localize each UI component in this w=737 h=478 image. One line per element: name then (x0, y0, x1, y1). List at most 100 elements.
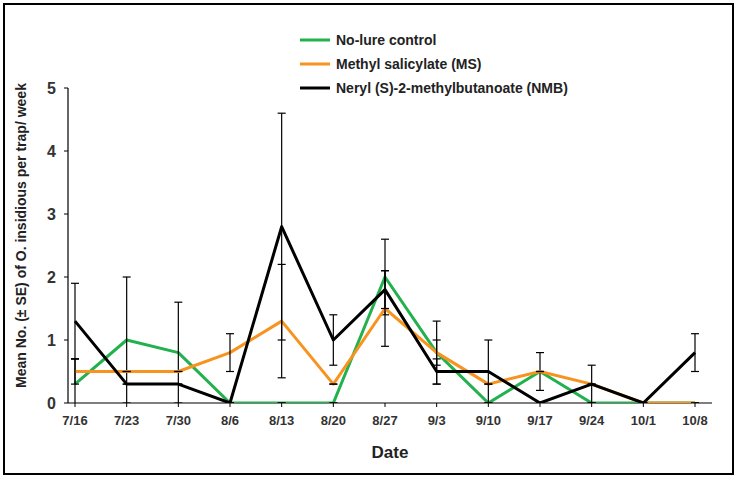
legend-swatch (300, 39, 330, 42)
error-bar-cap (123, 384, 131, 385)
legend-label: Methyl salicylate (MS) (336, 56, 482, 72)
y-axis-label: Mean No. (± SE) of O. insidious per trap… (13, 83, 29, 388)
y-tick (64, 403, 68, 404)
error-bar (484, 340, 492, 403)
error-bar-cap (691, 402, 699, 403)
error-bar-cap (536, 390, 544, 391)
error-bar-cap (536, 371, 544, 372)
error-bar-cap (226, 333, 234, 334)
error-bar-cap (381, 270, 389, 271)
x-tick-label: 7/23 (114, 413, 139, 428)
plot-area (71, 113, 699, 403)
error-bar-cap (639, 402, 647, 403)
error-bar-stem (74, 359, 75, 403)
error-bar-cap (123, 371, 131, 372)
x-tick-label: 7/16 (62, 413, 87, 428)
x-tick (643, 403, 644, 407)
error-bar-cap (123, 371, 131, 372)
error-bar-cap (536, 402, 544, 403)
error-bar-stem (74, 283, 75, 359)
error-bar-cap (381, 270, 389, 271)
error-bar-cap (588, 365, 596, 366)
error-bar-cap (433, 384, 441, 385)
error-bar (639, 403, 647, 404)
error-bar (71, 283, 79, 359)
error-bar-cap (536, 352, 544, 353)
error-bar-stem (178, 302, 179, 403)
error-bar-stem (436, 321, 437, 384)
error-bar (174, 371, 182, 372)
error-bar (123, 277, 131, 403)
error-bar-stem (333, 315, 334, 365)
error-bar-cap (639, 402, 647, 403)
chart-container: 0123457/167/237/308/68/138/208/279/39/10… (0, 0, 737, 478)
error-bar-cap (639, 402, 647, 403)
error-bar (691, 403, 699, 404)
x-axis-label: Date (372, 443, 409, 462)
error-bar-cap (71, 358, 79, 359)
error-bar-cap (484, 402, 492, 403)
error-bar (381, 271, 389, 347)
error-bar-cap (174, 302, 182, 303)
x-tick (540, 403, 541, 407)
error-bar-cap (329, 402, 337, 403)
error-bar-cap (484, 402, 492, 403)
error-bar-stem (384, 239, 385, 315)
error-bar-cap (278, 402, 286, 403)
x-tick-label: 10/1 (631, 413, 656, 428)
error-bar (329, 384, 337, 385)
error-bar-cap (278, 377, 286, 378)
error-bar (329, 315, 337, 365)
x-tick-label: 9/10 (476, 413, 501, 428)
error-bar-cap (123, 276, 131, 277)
error-bar-cap (639, 402, 647, 403)
y-axis-line (67, 88, 68, 403)
error-bar (278, 403, 286, 404)
error-bar (639, 403, 647, 404)
error-bar-cap (484, 339, 492, 340)
error-bar (691, 334, 699, 372)
error-bar-cap (433, 358, 441, 359)
error-bar-cap (329, 365, 337, 366)
error-bar (329, 403, 337, 404)
error-bar (174, 384, 182, 385)
error-bar-cap (71, 384, 79, 385)
x-tick (230, 403, 231, 407)
error-bar-cap (691, 333, 699, 334)
outer-frame (4, 4, 733, 474)
error-bar (123, 384, 131, 385)
error-bar-cap (278, 402, 286, 403)
error-bar-cap (381, 346, 389, 347)
x-tick-label: 7/30 (166, 413, 191, 428)
y-tick (64, 340, 68, 341)
error-bar-cap (71, 358, 79, 359)
y-tick-label: 1 (47, 332, 56, 349)
error-bar (536, 371, 544, 372)
error-bar-cap (71, 358, 79, 359)
error-bar-cap (174, 371, 182, 372)
error-bar (71, 359, 79, 403)
error-bar-cap (381, 239, 389, 240)
y-tick (64, 277, 68, 278)
series-line (75, 227, 695, 403)
error-bar-cap (278, 113, 286, 114)
error-bar-cap (381, 308, 389, 309)
error-bar-cap (329, 384, 337, 385)
x-tick (488, 403, 489, 407)
x-tick-label: 9/3 (428, 413, 446, 428)
error-bar (691, 403, 699, 404)
error-bar-cap (174, 371, 182, 372)
x-tick (281, 403, 282, 407)
x-tick (695, 403, 696, 407)
error-bar-stem (694, 334, 695, 372)
x-tick-label: 8/20 (321, 413, 346, 428)
error-bar-cap (588, 402, 596, 403)
error-bar-cap (226, 402, 234, 403)
error-bar-cap (433, 339, 441, 340)
error-bar (381, 271, 389, 309)
error-bar (433, 359, 441, 384)
error-bar-cap (226, 402, 234, 403)
legend-swatch (300, 63, 330, 66)
error-bar-cap (123, 384, 131, 385)
error-bar-cap (691, 402, 699, 403)
